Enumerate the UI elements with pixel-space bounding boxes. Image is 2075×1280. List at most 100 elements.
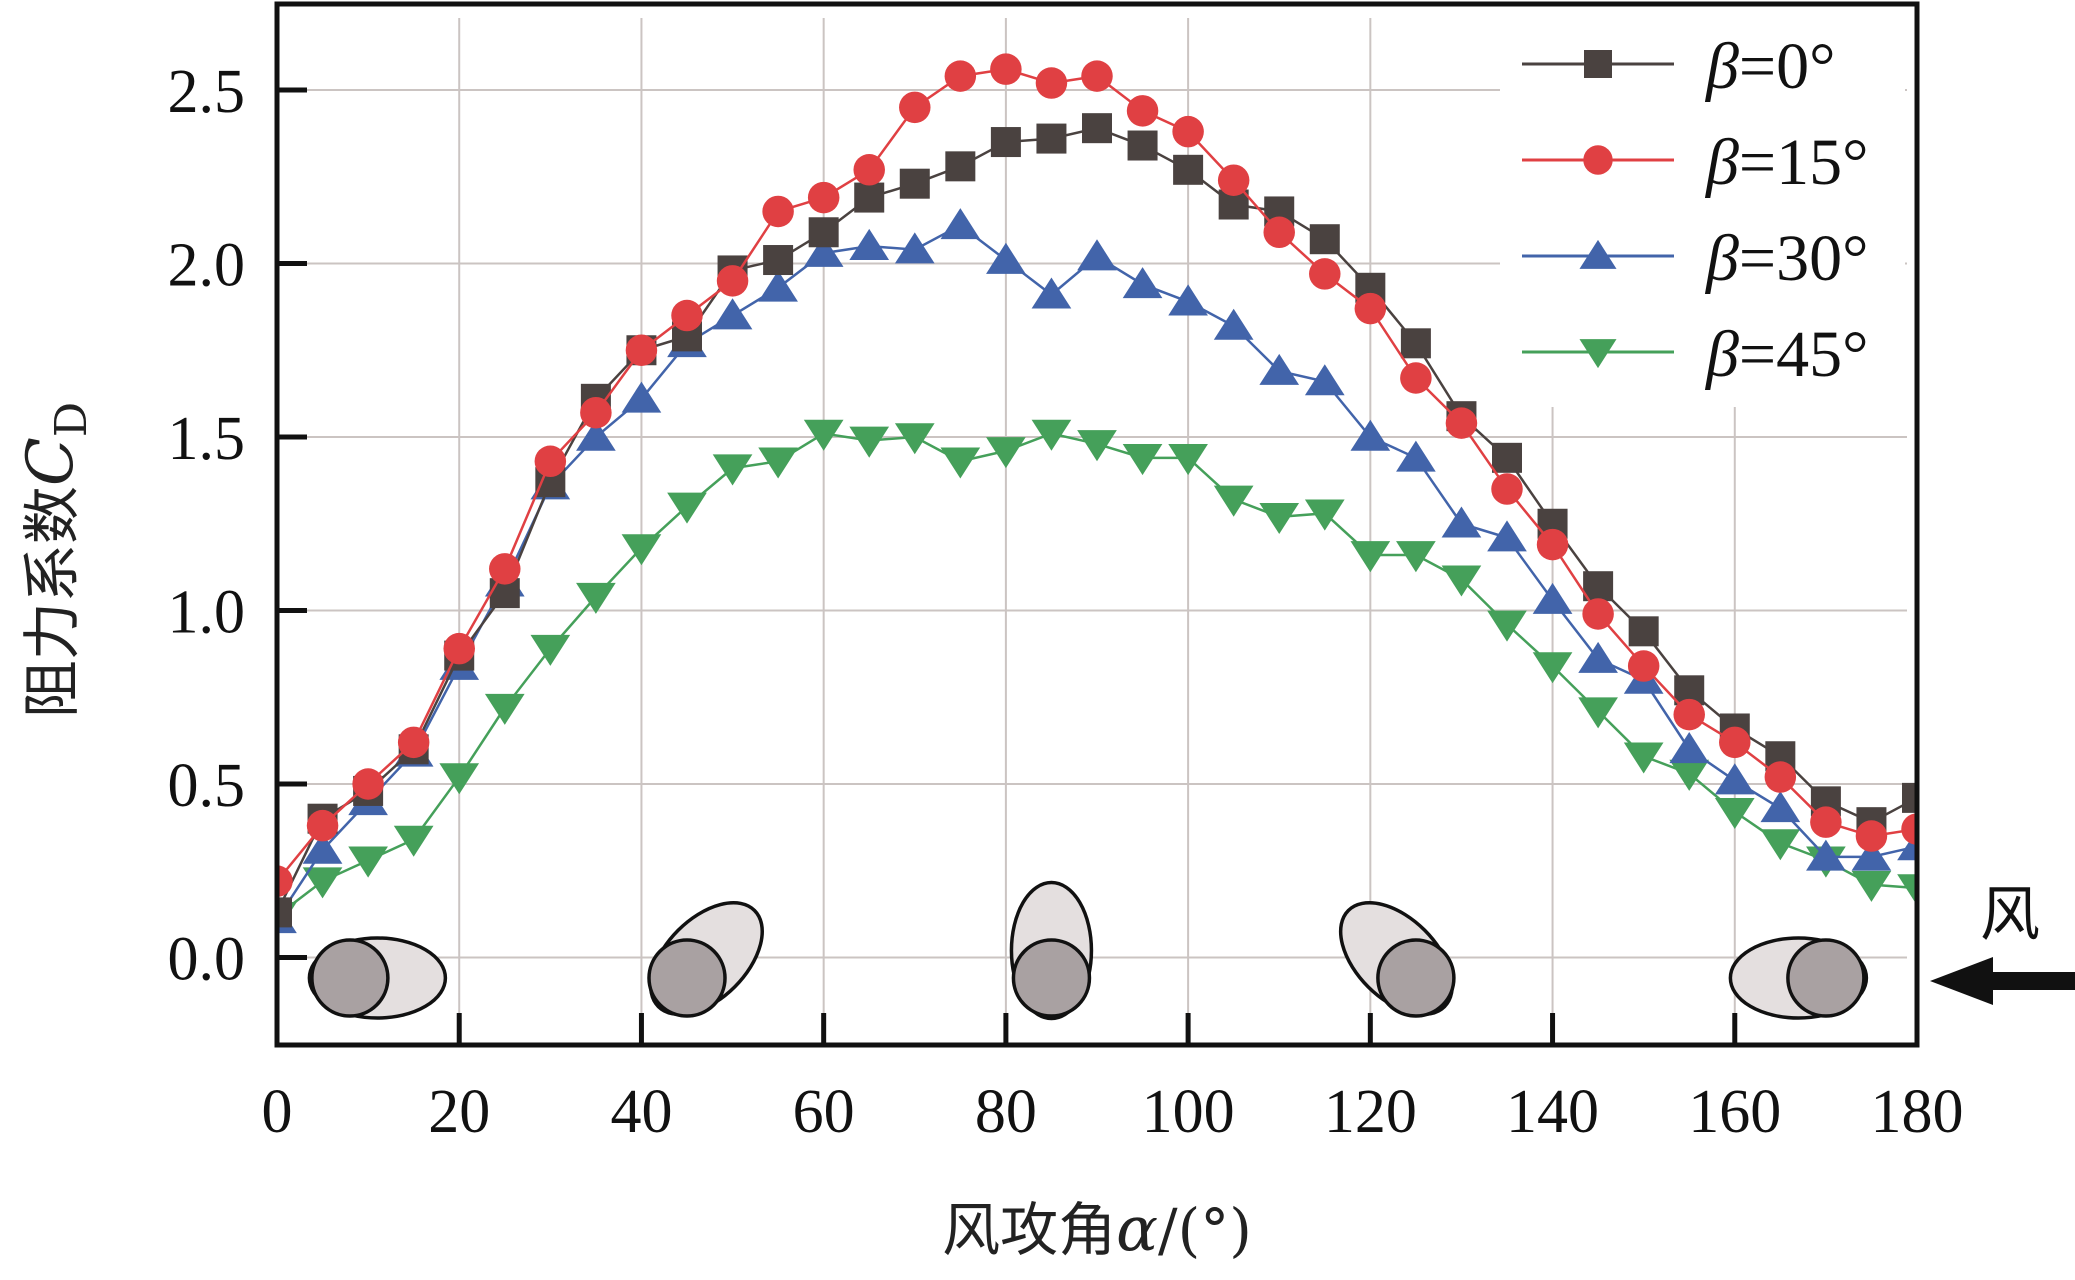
data-point	[489, 553, 521, 585]
cross-section-face	[1376, 938, 1456, 1018]
legend-marker	[1579, 239, 1617, 269]
y-axis-title-symbol: C	[14, 437, 88, 486]
data-point	[1719, 726, 1751, 759]
data-point	[1400, 362, 1432, 394]
data-point	[940, 208, 981, 240]
data-point	[580, 396, 612, 429]
data-point	[763, 245, 794, 276]
data-point	[1217, 164, 1250, 196]
legend-symbol: β	[1704, 222, 1739, 295]
x-tick-label: 160	[1688, 1078, 1781, 1146]
data-point	[849, 426, 890, 458]
data-point	[1122, 444, 1163, 476]
data-point	[1445, 407, 1478, 439]
data-point	[1628, 616, 1659, 647]
data-point	[1532, 652, 1573, 684]
x-tick-label: 100	[1142, 1078, 1235, 1146]
x-tick-label: 180	[1871, 1078, 1964, 1146]
plot-frame	[274, 1, 1920, 1048]
x-axis-title-unit: /(°)	[1158, 1196, 1252, 1264]
data-point	[940, 447, 981, 479]
data-point	[1760, 829, 1801, 861]
data-point	[625, 334, 658, 366]
legend-item: β=15°	[1522, 126, 1869, 199]
data-point	[894, 423, 935, 455]
data-point	[1851, 870, 1892, 902]
data-point	[530, 634, 571, 666]
data-point	[1031, 277, 1072, 309]
legend-value: =45°	[1739, 318, 1869, 391]
legend-value: =0°	[1739, 30, 1836, 103]
legend-marker	[1579, 339, 1617, 369]
data-point	[439, 763, 480, 795]
data-point	[803, 235, 844, 267]
data-point	[277, 897, 292, 928]
cross-section-icon	[1338, 901, 1456, 1018]
y-axis-title-text: 阻力系数	[18, 486, 86, 718]
data-point	[1082, 113, 1112, 144]
data-point	[1902, 782, 1917, 813]
data-point	[1263, 216, 1295, 249]
data-point	[803, 419, 844, 451]
cross-section-icon	[307, 936, 448, 1020]
data-point	[1400, 328, 1431, 359]
data-point	[1168, 444, 1208, 476]
cross-section-icon	[647, 901, 764, 1018]
data-point	[1806, 839, 1846, 871]
data-point	[945, 151, 976, 182]
y-tick-label: 2.5	[168, 58, 246, 126]
data-point	[484, 693, 525, 725]
cross-section-face	[310, 938, 390, 1018]
cross-section-icon	[1728, 936, 1869, 1020]
x-axis-title-text: 风攻角	[942, 1196, 1116, 1264]
axis-ticks	[277, 87, 1738, 1045]
legend-label: β=45°	[1704, 318, 1869, 391]
data-point	[1259, 503, 1300, 535]
x-tick-label: 60	[793, 1078, 855, 1146]
data-point	[1536, 528, 1569, 561]
data-point	[1396, 541, 1436, 573]
legend-marker	[1584, 50, 1612, 78]
data-point	[854, 182, 885, 213]
data-point	[393, 825, 434, 857]
series-1	[277, 53, 1917, 897]
legend: β=0°β=15°β=30°β=45°	[1500, 12, 1905, 407]
wind-label: 风	[1980, 880, 2040, 950]
data-point	[443, 632, 475, 665]
data-point	[1309, 224, 1340, 255]
data-point	[1304, 499, 1345, 531]
data-point	[1487, 610, 1527, 642]
cross-section-icon	[1009, 880, 1094, 1021]
cross-section-face	[647, 938, 727, 1018]
data-point	[1077, 430, 1117, 462]
data-point	[1031, 419, 1072, 451]
data-point	[1491, 473, 1523, 505]
data-point	[352, 768, 384, 800]
data-point	[758, 447, 798, 479]
data-point	[1354, 292, 1387, 325]
legend-item: β=30°	[1522, 222, 1869, 295]
legend-item: β=0°	[1522, 30, 1836, 103]
data-point	[1304, 364, 1345, 396]
data-point	[1081, 60, 1113, 92]
legend-label: β=30°	[1704, 222, 1869, 295]
data-point	[1168, 284, 1208, 316]
data-point	[1673, 698, 1705, 731]
data-point	[944, 60, 977, 92]
legend-background	[1500, 12, 1905, 407]
data-point	[1760, 791, 1801, 823]
data-point	[302, 867, 343, 899]
data-point	[1810, 806, 1842, 838]
data-point	[1583, 571, 1614, 602]
data-point	[1487, 520, 1527, 552]
data-point	[1036, 123, 1067, 154]
data-point	[1851, 839, 1892, 871]
data-point	[576, 582, 616, 614]
x-tick-label: 20	[428, 1078, 490, 1146]
y-tick-label: 1.5	[168, 405, 246, 473]
data-point	[1396, 440, 1436, 472]
data-point	[1213, 308, 1254, 340]
data-point	[849, 228, 890, 260]
legend-marker	[1583, 145, 1613, 175]
